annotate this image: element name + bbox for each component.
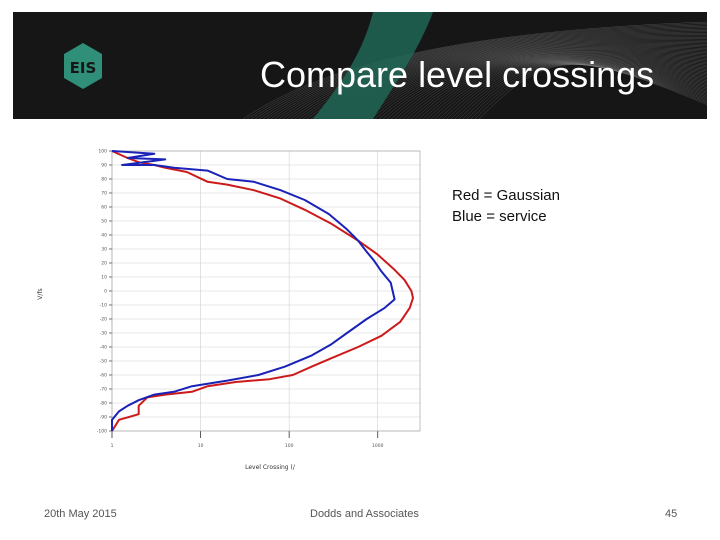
swirl-line [366,54,707,119]
swirl-line [370,55,707,119]
swirl-line [438,62,707,119]
y-tick-label: -40 [100,345,107,351]
y-tick-label: -30 [100,331,107,337]
y-tick-label: -100 [97,429,107,435]
logo-hexagon [64,43,102,89]
swirl-line [450,62,707,119]
axes: 1009080706050403020100-10-20-30-40-50-60… [97,149,421,449]
page-number: 45 [665,508,678,520]
swirl-line [454,63,707,119]
logo-text: EIS [70,59,97,77]
banner-art: EIS [13,12,707,119]
x-tick-label: 10 [198,443,204,449]
series [111,150,414,432]
swirl-line [290,38,707,119]
service-series-line [111,150,396,431]
swirl-line [294,39,707,119]
y-tick-label: 40 [101,233,107,239]
y-tick-label: 100 [98,149,107,155]
swirl-line [458,63,707,119]
swirl-line [266,30,707,119]
x-axis-label: Level Crossing (/ [245,464,296,471]
swirl-line [278,34,707,119]
swirl-line [398,58,707,119]
y-tick-label: -10 [100,303,107,309]
y-axis-label: V/fs [37,288,44,299]
y-tick-label: 80 [101,177,107,183]
swirl-line [422,60,707,119]
swirl-line [406,59,707,119]
swirl-line [382,56,707,119]
x-tick-label: 1000 [372,443,384,449]
y-tick-label: -20 [100,317,107,323]
y-tick-label: 10 [101,275,107,281]
y-tick-label: -70 [100,387,107,393]
y-tick-label: 70 [101,191,107,197]
y-tick-label: -80 [100,401,107,407]
swirl-line [358,53,707,119]
swirl-line [478,64,707,119]
level-crossing-chart: 1009080706050403020100-10-20-30-40-50-60… [37,149,421,471]
legend-note: Red = Gaussian Blue = service [452,185,560,227]
x-tick-label: 100 [285,443,294,449]
teal-accent [313,12,433,119]
x-tick-label: 1 [111,443,114,449]
swirl-line [386,57,707,119]
swirl-line [362,54,707,119]
page-title: Compare level crossings [260,54,655,95]
y-tick-label: 50 [101,219,107,225]
swirl-decoration [242,21,707,119]
swirl-line [474,64,707,119]
swirl-line [462,63,707,119]
swirl-line [442,62,707,119]
logo: EIS [64,43,102,89]
y-tick-label: -60 [100,373,107,379]
swirl-line [414,60,707,119]
swirl-line [270,31,707,119]
chart: 100 90 80 70 60 50 40 30 20 10 0 -10 -20 -30 -40 -50 -60… [30,142,450,482]
swirl-line [430,61,707,119]
legend-gaussian: Red = Gaussian [452,187,560,204]
swirl-line [418,60,707,119]
y-tick-label: 20 [101,261,107,267]
swirl-line [434,61,707,119]
swirl-line [282,35,707,119]
swirl-line [274,32,707,119]
swirl-line [410,59,707,119]
gaussian-series-line [111,150,414,432]
footer-date: 20th May 2015 [44,508,117,520]
swirl-line [378,56,707,119]
swirl-line [426,61,707,119]
y-tick-label: 30 [101,247,107,253]
y-tick-label: 60 [101,205,107,211]
swirl-line [466,63,707,119]
footer-organization: Dodds and Associates [310,508,419,520]
title-banner: EIS Compare level crossings [13,12,707,119]
plot-frame [111,150,421,432]
y-tick-label: 90 [101,163,107,169]
swirl-line [390,57,707,119]
swirl-line [286,37,707,119]
swirl-line [402,59,707,119]
swirl-line [262,28,707,119]
legend-service: Blue = service [452,208,547,225]
swirl-line [446,62,707,119]
y-tick-label: -90 [100,415,107,421]
y-tick-label: -50 [100,359,107,365]
y-tick-label: 0 [104,289,107,295]
swirl-line [374,55,707,119]
swirl-line [470,63,707,119]
swirl-line [394,58,707,119]
